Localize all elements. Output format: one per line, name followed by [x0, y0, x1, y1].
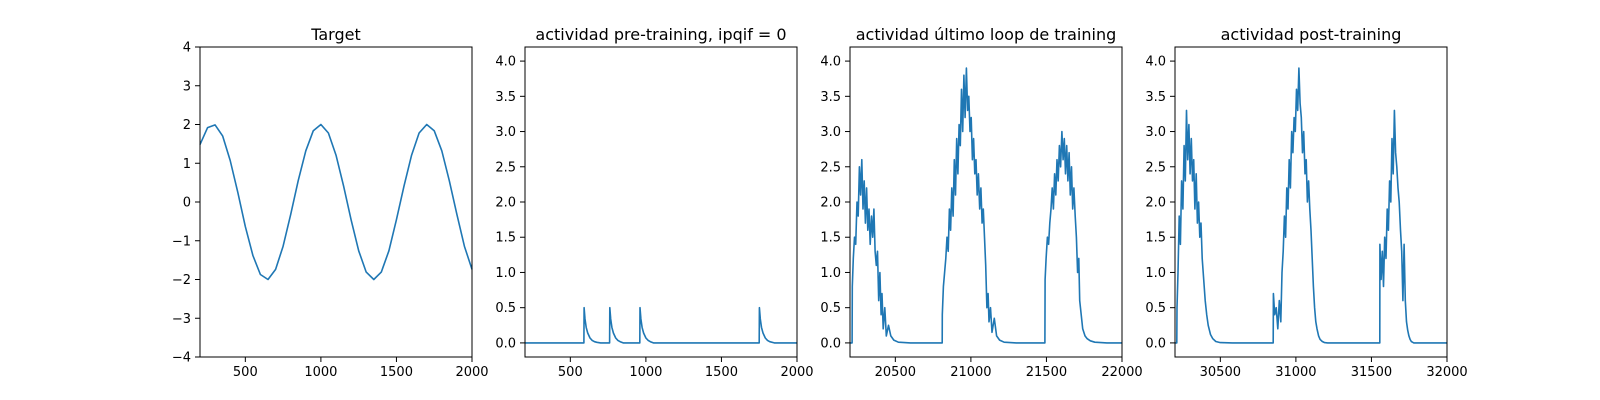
subplot-post-training: actividad post-training 30500 31000 31500 3…: [1145, 25, 1467, 380]
y-tick-label: 2.5: [820, 160, 841, 175]
y-tick-label: 2.0: [820, 196, 841, 211]
x-tick-label: 31500: [1351, 365, 1392, 380]
series-line: [850, 67, 1122, 344]
x-tick-label: 32000: [1426, 365, 1467, 380]
y-tick-label: 1.5: [1145, 231, 1166, 246]
series-line: [1175, 67, 1447, 344]
y-tick-label: 2: [183, 118, 191, 133]
x-tick-label: 2000: [780, 365, 813, 380]
subplot-last-training-loop: actividad último loop de training 20500 2…: [820, 25, 1142, 380]
y-tick-label: −4: [172, 351, 191, 366]
y-tick-label: 4.0: [1145, 55, 1166, 70]
y-tick-label: 1.5: [495, 231, 516, 246]
y-tick-label: 3.5: [820, 90, 841, 105]
y-tick-label: 3.0: [820, 125, 841, 140]
y-tick-label: 2.0: [1145, 196, 1166, 211]
subplot-title: actividad post-training: [1221, 25, 1402, 44]
y-tick-label: 3.5: [1145, 90, 1166, 105]
y-tick-label: 0: [183, 196, 191, 211]
y-tick-label: 1.0: [495, 266, 516, 281]
y-tick-label: 4: [183, 41, 191, 56]
series-line: [199, 123, 473, 281]
x-tick-label: 21000: [950, 365, 991, 380]
axes-frame: [1174, 46, 1448, 358]
x-tick-label: 1000: [304, 365, 337, 380]
y-tick-label: −2: [172, 273, 191, 288]
series-line: [525, 306, 797, 344]
x-tick-label: 1500: [705, 365, 738, 380]
y-tick-label: 1.0: [1145, 266, 1166, 281]
y-tick-label: 0.0: [495, 336, 516, 351]
subplot-title: actividad pre-training, ipqif = 0: [535, 25, 786, 44]
y-tick-label: 4.0: [820, 55, 841, 70]
subplot-title: Target: [310, 25, 361, 44]
y-tick-label: 2.0: [495, 196, 516, 211]
axes-frame: [199, 46, 473, 358]
y-tick-label: 3: [183, 79, 191, 94]
axes-frame: [849, 46, 1123, 358]
subplot-target: Target 500 1000 1500 2000 −4 −3 −2 −1 0 1 2 3 4: [172, 25, 489, 380]
y-tick-label: 3.0: [1145, 125, 1166, 140]
x-tick-label: 500: [558, 365, 583, 380]
y-tick-label: 2.5: [1145, 160, 1166, 175]
y-tick-label: 0.0: [1145, 336, 1166, 351]
y-tick-label: 1.5: [820, 231, 841, 246]
y-tick-label: 0.5: [820, 301, 841, 316]
axes-frame: [524, 46, 798, 358]
x-tick-label: 21500: [1026, 365, 1067, 380]
x-tick-label: 1500: [380, 365, 413, 380]
x-tick-label: 22000: [1101, 365, 1142, 380]
x-tick-label: 2000: [455, 365, 488, 380]
x-tick-label: 1000: [629, 365, 662, 380]
y-tick-label: −1: [172, 234, 191, 249]
y-tick-label: 3.5: [495, 90, 516, 105]
y-tick-label: 4.0: [495, 55, 516, 70]
y-tick-label: 3.0: [495, 125, 516, 140]
x-tick-label: 500: [233, 365, 258, 380]
y-tick-label: 0.5: [1145, 301, 1166, 316]
y-tick-label: 0.5: [495, 301, 516, 316]
x-tick-label: 30500: [1200, 365, 1241, 380]
subplot-pre-training: actividad pre-training, ipqif = 0 500 100…: [495, 25, 813, 380]
y-tick-label: 2.5: [495, 160, 516, 175]
x-tick-label: 20500: [875, 365, 916, 380]
y-tick-label: −3: [172, 312, 191, 327]
x-tick-label: 31000: [1275, 365, 1316, 380]
subplot-title: actividad último loop de training: [856, 25, 1117, 44]
y-tick-label: 1.0: [820, 266, 841, 281]
y-tick-label: 0.0: [820, 336, 841, 351]
y-tick-label: 1: [183, 157, 191, 172]
